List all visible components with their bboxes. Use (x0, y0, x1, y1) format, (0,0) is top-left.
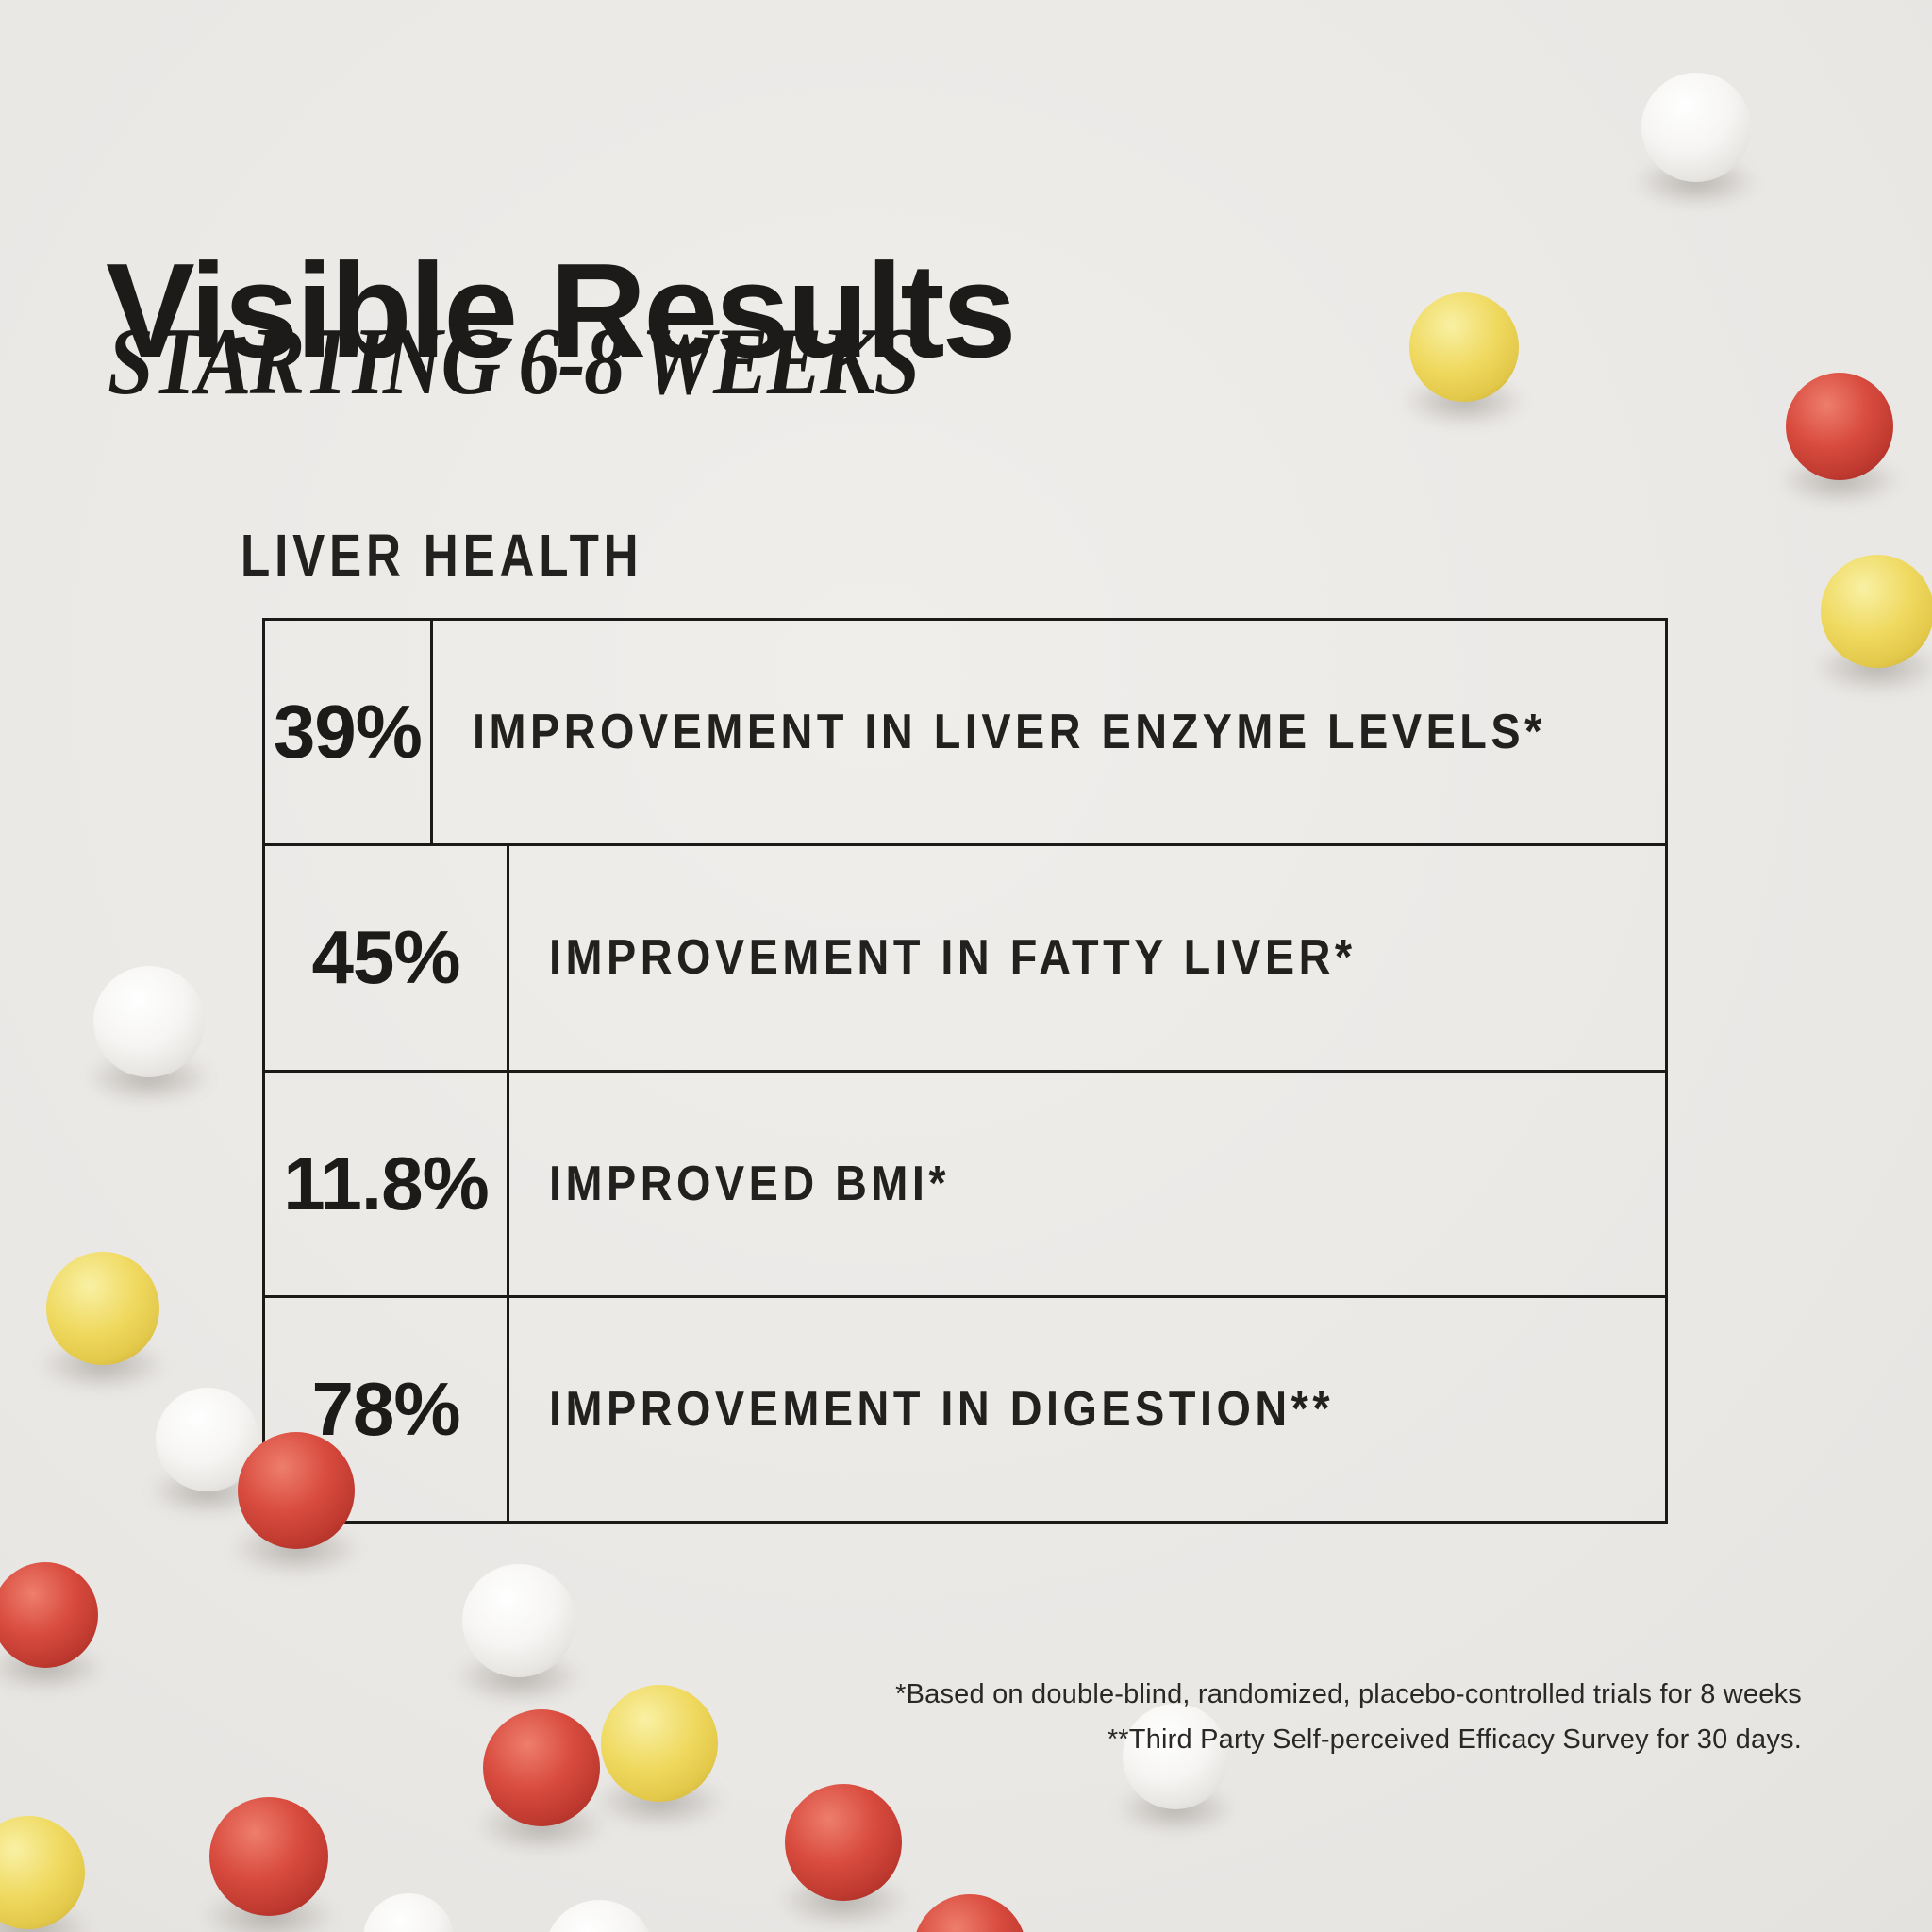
page-subtitle-text: STARTING 6-8 WEEKS (108, 308, 920, 415)
footnotes: *Based on double-blind, randomized, plac… (895, 1672, 1802, 1762)
result-percentage: 78% (265, 1297, 509, 1521)
result-percentage: 39% (265, 621, 433, 844)
result-description: IMPROVEMENT IN DIGESTION** (509, 1298, 1665, 1521)
result-description: IMPROVED BMI* (509, 1073, 1665, 1295)
result-description-text: IMPROVED BMI* (549, 1156, 951, 1211)
result-percentage: 11.8% (265, 1072, 509, 1295)
liver-health-results-table: 39% IMPROVEMENT IN LIVER ENZYME LEVELS* … (262, 618, 1668, 1524)
table-row: 39% IMPROVEMENT IN LIVER ENZYME LEVELS* (265, 621, 1665, 844)
section-heading-liver-health: LIVER HEALTH (241, 521, 743, 591)
footnote-line: **Third Party Self-perceived Efficacy Su… (1107, 1724, 1802, 1755)
result-percentage: 45% (265, 846, 509, 1070)
page-title: Visible Results (106, 236, 1017, 387)
result-description-text: IMPROVEMENT IN DIGESTION** (549, 1381, 1335, 1437)
result-description-text: IMPROVEMENT IN FATTY LIVER* (549, 930, 1357, 986)
result-description: IMPROVEMENT IN FATTY LIVER* (509, 846, 1665, 1069)
page-subtitle: STARTING 6-8 WEEKS (108, 311, 1050, 412)
section-heading-text: LIVER HEALTH (241, 522, 643, 590)
table-row: 45% IMPROVEMENT IN FATTY LIVER* (265, 843, 1665, 1070)
table-row: 11.8% IMPROVED BMI* (265, 1069, 1665, 1295)
table-row: 78% IMPROVEMENT IN DIGESTION** (265, 1294, 1665, 1521)
result-description-text: IMPROVEMENT IN LIVER ENZYME LEVELS* (472, 705, 1546, 760)
result-description: IMPROVEMENT IN LIVER ENZYME LEVELS* (433, 621, 1665, 843)
footnote-line: *Based on double-blind, randomized, plac… (895, 1679, 1802, 1709)
